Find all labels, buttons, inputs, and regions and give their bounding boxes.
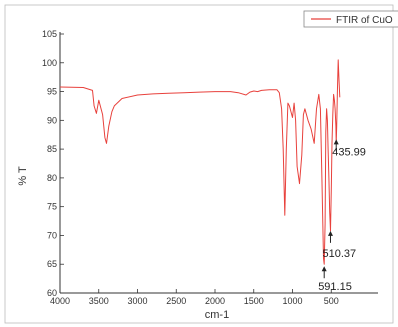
series-layer [59,59,341,265]
y-tick-label: 90 [47,115,57,125]
y-tick-label: 95 [47,87,57,97]
peak-label-510: 510.37 [322,248,356,260]
peak-arrowhead-591 [321,266,327,272]
series-line [59,59,341,265]
y-tick-label: 85 [47,144,57,154]
x-tick-label: 500 [324,296,339,306]
x-tick-label: 4000 [50,296,70,306]
legend-box [303,10,398,28]
legend-label: FTIR of CuO [336,15,393,26]
axes: 60 65 70 75 80 85 90 95 100 105 4000 3500 3000 2500 20… [42,29,378,306]
peak-label-436: 435.99 [332,146,366,158]
y-tick-label: 65 [47,259,57,269]
x-tick-label: 3500 [89,296,109,306]
x-tick-label: 2500 [166,296,186,306]
y-tick-label: 80 [47,173,57,183]
x-axis-title: cm-1 [205,309,229,321]
legend: FTIR of CuO [303,10,398,28]
y-tick-label: 70 [47,230,57,240]
x-tick-label: 1500 [244,296,264,306]
plot-frame [4,4,394,324]
y-tick-label: 60 [47,288,57,298]
x-tick-label: 1000 [282,296,302,306]
y-tick-label: 100 [42,58,57,68]
y-tick-label: 105 [42,29,57,39]
peak-arrowhead-510 [327,230,333,236]
x-tick-label: 3000 [127,296,147,306]
annotations: 591.15 510.37 435.99 [318,139,366,293]
x-tick-label: 2000 [205,296,225,306]
y-tick-label: 75 [47,202,57,212]
peak-label-591: 591.15 [318,281,352,293]
y-axis-title: % T [17,166,29,186]
peak-arrowhead-436 [333,139,339,145]
